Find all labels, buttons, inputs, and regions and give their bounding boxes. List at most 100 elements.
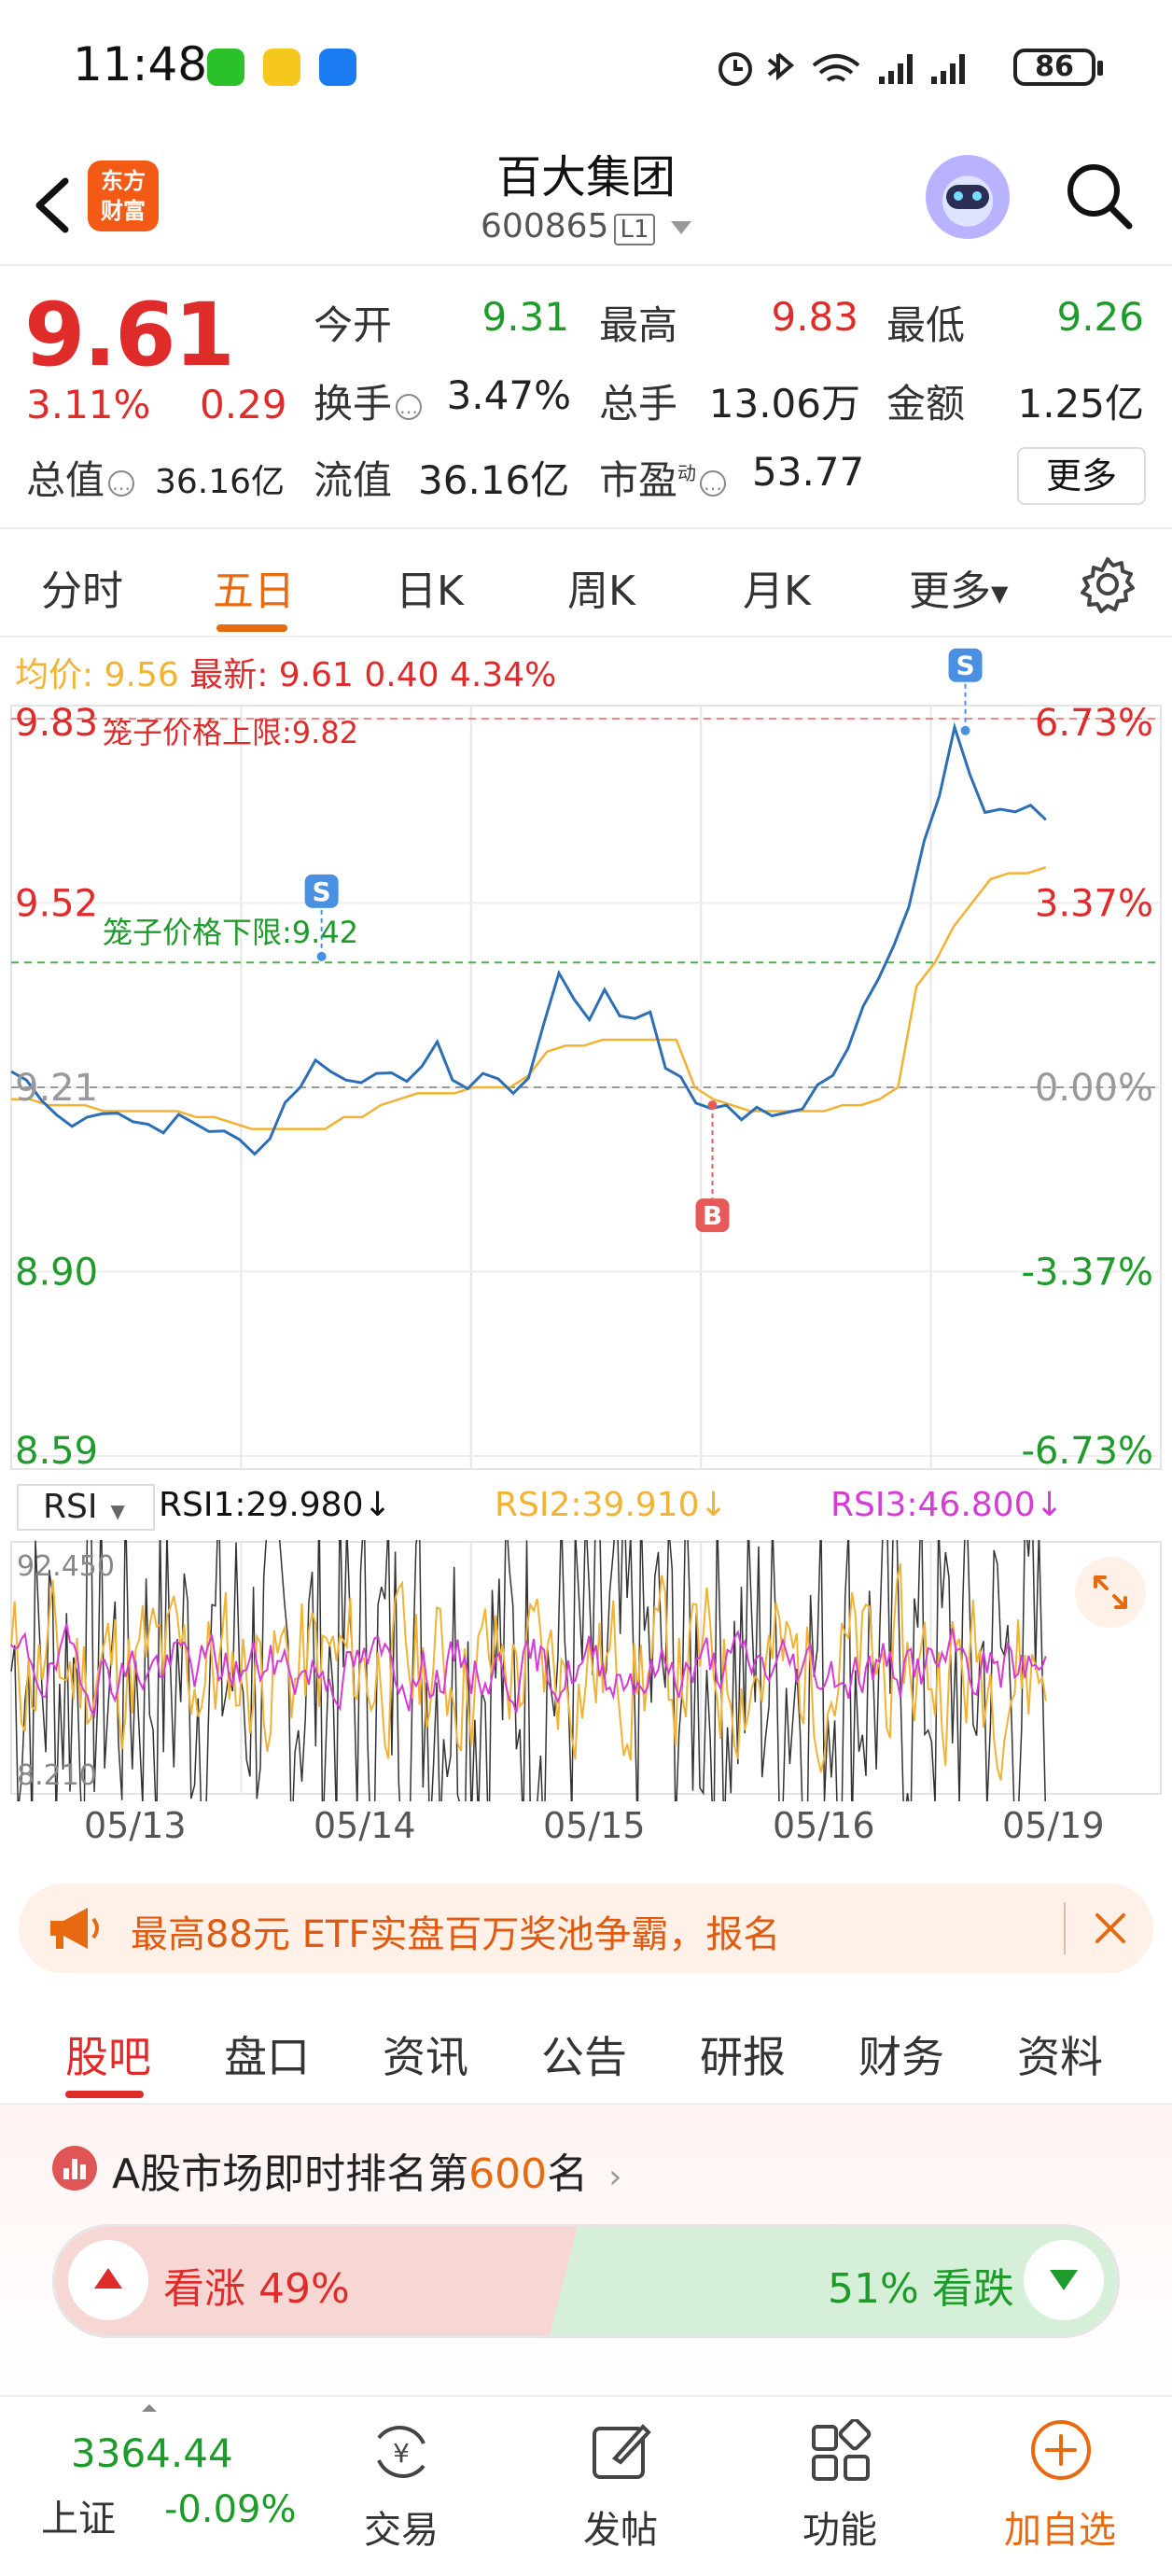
y-left-tick: 9.21 [15,1067,98,1110]
close-icon[interactable] [1092,1910,1129,1947]
banner-divider [1064,1902,1066,1954]
tab-order-book[interactable]: 盘口 [224,2032,310,2082]
chevron-right-icon: › [608,2158,622,2196]
bottom-nav: 3364.44 上证 -0.09% ¥ 交易 发帖 功能 加自选 [0,2395,1172,2576]
status-time: 11:48 [73,37,208,91]
nav-add-watchlist[interactable]: 加自选 [985,2397,1135,2576]
stock-header: 东方 财富 百大集团 600865 L1 [0,131,1172,266]
pe-label[interactable]: 市盈动… [599,449,730,506]
rsi-select[interactable]: RSI ▼ [17,1484,155,1531]
marker-dot [960,725,970,735]
pct-change: 3.11% [26,382,151,427]
series-line-price [10,721,1047,1156]
turnover-label[interactable]: 换手… [314,372,426,429]
svg-text:¥: ¥ [393,2438,410,2469]
bullish-button[interactable] [68,2240,148,2320]
price-lines [10,721,1047,1156]
index-ticker[interactable]: 3364.44 上证 -0.09% [0,2397,297,2576]
total-cap-label-text: 总值 [26,457,105,503]
tab-intraday[interactable]: 分时 [41,567,123,615]
nav-functions[interactable]: 功能 [765,2397,914,2576]
more-button[interactable]: 更多 [1017,447,1146,505]
float-cap-value: 36.16亿 [418,457,570,503]
lower-limit-value: 9.42 [292,915,358,950]
y-left-tick: 8.59 [15,1430,98,1473]
low-value: 9.26 [1056,294,1144,340]
tab-daily-k[interactable]: 日K [396,567,464,615]
search-icon[interactable] [1062,159,1137,233]
gear-icon[interactable] [1079,555,1137,613]
tab-profile[interactable]: 资料 [1017,2032,1103,2082]
plus-circle-icon [1031,2420,1091,2480]
price-chart[interactable]: S B S 9.83 6.73% 9.52 3.37% 9.21 0.00% 8.90 -3.37… [0,644,1172,1484]
info-icon: … [108,469,135,497]
rank-number: 600 [468,2150,548,2198]
nav-functions-label: 功能 [802,2509,877,2552]
bearish-fill [550,2227,1117,2335]
lower-limit-label: 笼子价格下限:9.42 [103,915,358,950]
rsi1-value: RSI1:29.980↓ [159,1486,392,1524]
quote-panel: 9.61 3.11% 0.29 今开 9.31 最高 9.83 最低 9.26 … [0,268,1172,529]
rsi-chart[interactable]: 92.450 8.210 [0,1540,1172,1801]
level-badge: L1 [614,214,655,245]
buy-marker [695,1198,730,1233]
latest-label: 最新: [189,656,269,694]
rank-area: A股市场即时排名第600名 › 看涨 49% 51% 看跌 [0,2105,1172,2394]
upper-limit-label: 笼子价格上限:9.82 [103,715,358,750]
brand-logo-line1: 东方 [101,168,146,194]
tab-weekly-k[interactable]: 周K [567,567,635,615]
nav-trade-label: 交易 [364,2509,439,2552]
expand-icon [1075,1557,1146,1628]
status-bar: 11:48 86 [0,0,1172,131]
latest-value: 9.61 [278,656,354,694]
tab-monthly-k[interactable]: 月K [743,567,811,615]
brand-logo[interactable]: 东方 财富 [88,161,159,231]
high-value: 9.83 [771,294,858,340]
rank-suffix: 名 [547,2150,589,2198]
chart-grid [11,706,1161,1469]
stock-code-row[interactable]: 600865 L1 [0,207,1172,245]
tab-finance[interactable]: 财务 [858,2032,944,2082]
y-right-tick: -6.73% [1021,1430,1153,1473]
date-tick: 05/13 [84,1805,187,1846]
assistant-robot-icon[interactable] [926,155,1010,239]
amount-label: 金额 [886,381,966,427]
bearish-label: 51% 看跌 [828,2265,1014,2313]
rank-text[interactable]: A股市场即时排名第600名 › [112,2140,622,2200]
back-icon[interactable] [26,168,82,243]
tab-more[interactable]: 更多▼ [909,557,1008,617]
ranking-icon [52,2146,97,2191]
bearish-button[interactable] [1024,2240,1104,2320]
total-cap-label[interactable]: 总值… [26,449,138,506]
tab-announcements[interactable]: 公告 [541,2032,627,2082]
battery-indicator: 86 [1013,49,1103,86]
alarm-icon [719,52,752,86]
stock-name: 百大集团 [495,151,676,203]
stock-code: 600865 [481,207,609,245]
info-icon: … [396,393,423,420]
tab-research[interactable]: 研报 [700,2032,786,2082]
axis-labels: 9.83 6.73% 9.52 3.37% 9.21 0.00% 8.90 -3.37% 8.5… [15,702,1153,1473]
marker-label: S [313,876,331,907]
float-cap-label: 流值 [314,457,393,503]
rsi3-value: RSI3:46.800↓ [830,1486,1064,1524]
pe-superscript: 动 [677,462,697,484]
wechat-icon [207,49,244,86]
news-banner[interactable]: 最高88元 ETF实盘百万奖池争霸，报名 [19,1883,1153,1973]
sentiment-fill [55,2227,1117,2335]
nav-trade[interactable]: ¥ 交易 [327,2397,476,2576]
tab-news[interactable]: 资讯 [383,2032,468,2082]
trade-markers: S B S [304,648,983,1233]
nav-post[interactable]: 发帖 [546,2397,695,2576]
signal-icon [879,54,913,84]
bullish-fill [55,2227,578,2335]
tab-guba[interactable]: 股吧 [65,2032,151,2082]
tab-five-day[interactable]: 五日 [213,567,295,615]
tab-more-label: 更多 [909,567,991,615]
rank-prefix: A股市场即时排名第 [112,2150,469,2198]
y-right-tick: 3.37% [1035,883,1153,926]
brand-logo-line2: 财富 [101,198,146,224]
rsi1-line [10,1540,1046,1801]
arrow-up-icon [94,2268,122,2289]
weibo-icon [263,49,300,86]
